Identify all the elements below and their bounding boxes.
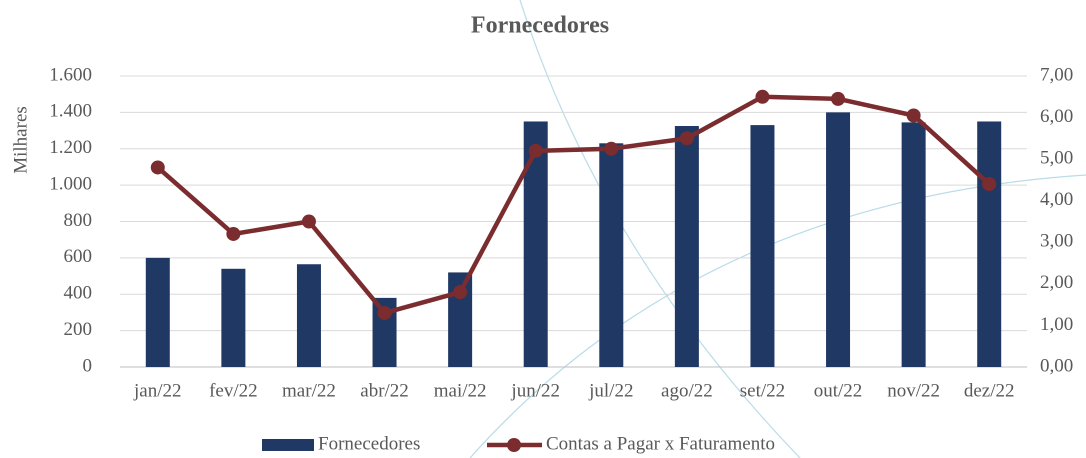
x-tick-label: jul/22 <box>588 380 633 401</box>
line-marker <box>453 285 468 300</box>
y-tick-label: 1.000 <box>49 173 92 194</box>
y-tick-label: 1.400 <box>49 101 92 122</box>
line-marker <box>150 160 165 175</box>
y-tick-label: 0 <box>83 355 93 376</box>
x-tick-label: set/22 <box>740 380 785 401</box>
legend-swatch <box>507 438 521 452</box>
y-tick-label: 800 <box>64 210 93 231</box>
bar <box>296 264 321 367</box>
x-tick-label: jan/22 <box>133 380 182 401</box>
chart-title: Fornecedores <box>471 13 609 39</box>
legend-label: Contas a Pagar x Faturamento <box>546 433 775 454</box>
y2-tick-label: 6,00 <box>1040 106 1073 127</box>
bar <box>523 121 548 367</box>
x-tick-label: ago/22 <box>661 380 713 401</box>
legend-swatch <box>262 439 314 451</box>
bar <box>674 126 699 367</box>
y2-tick-label: 3,00 <box>1040 231 1073 252</box>
y2-tick-label: 5,00 <box>1040 148 1073 169</box>
x-tick-label: jun/22 <box>510 380 560 401</box>
line-marker <box>377 305 392 320</box>
line-marker <box>831 91 846 106</box>
y-tick-label: 200 <box>64 319 93 340</box>
y2-tick-label: 7,00 <box>1040 64 1073 85</box>
y2-tick-label: 0,00 <box>1040 355 1073 376</box>
bar <box>599 143 624 367</box>
y-tick-label: 1.600 <box>49 64 92 85</box>
x-tick-label: out/22 <box>814 380 863 401</box>
y-tick-label: 1.200 <box>49 137 92 158</box>
bar <box>826 112 851 367</box>
line-marker <box>528 143 543 158</box>
y-axis-label: Milhares <box>10 106 31 174</box>
x-tick-label: abr/22 <box>360 380 409 401</box>
y-tick-label: 600 <box>64 246 93 267</box>
line-marker <box>301 214 316 229</box>
x-tick-label: fev/22 <box>209 380 258 401</box>
line <box>156 94 991 316</box>
x-tick-label: mar/22 <box>282 380 336 401</box>
legend-label: Fornecedores <box>318 433 420 454</box>
x-tick-label: mai/22 <box>434 380 487 401</box>
x-tick-label: nov/22 <box>887 380 940 401</box>
bar <box>145 257 170 367</box>
line-marker <box>226 226 241 241</box>
line-marker <box>906 108 921 123</box>
line-marker <box>679 131 694 146</box>
decoration <box>519 0 801 458</box>
y-tick-label: 400 <box>64 283 93 304</box>
x-tick-label: dez/22 <box>964 380 1015 401</box>
line-marker <box>755 89 770 104</box>
y2-tick-label: 2,00 <box>1040 272 1073 293</box>
line-marker <box>604 141 619 156</box>
y2-tick-label: 1,00 <box>1040 314 1073 335</box>
y2-tick-label: 4,00 <box>1040 189 1073 210</box>
bar <box>221 268 246 367</box>
bar <box>901 122 926 367</box>
line-marker <box>982 177 997 192</box>
bar <box>750 125 775 367</box>
bar <box>977 121 1002 367</box>
